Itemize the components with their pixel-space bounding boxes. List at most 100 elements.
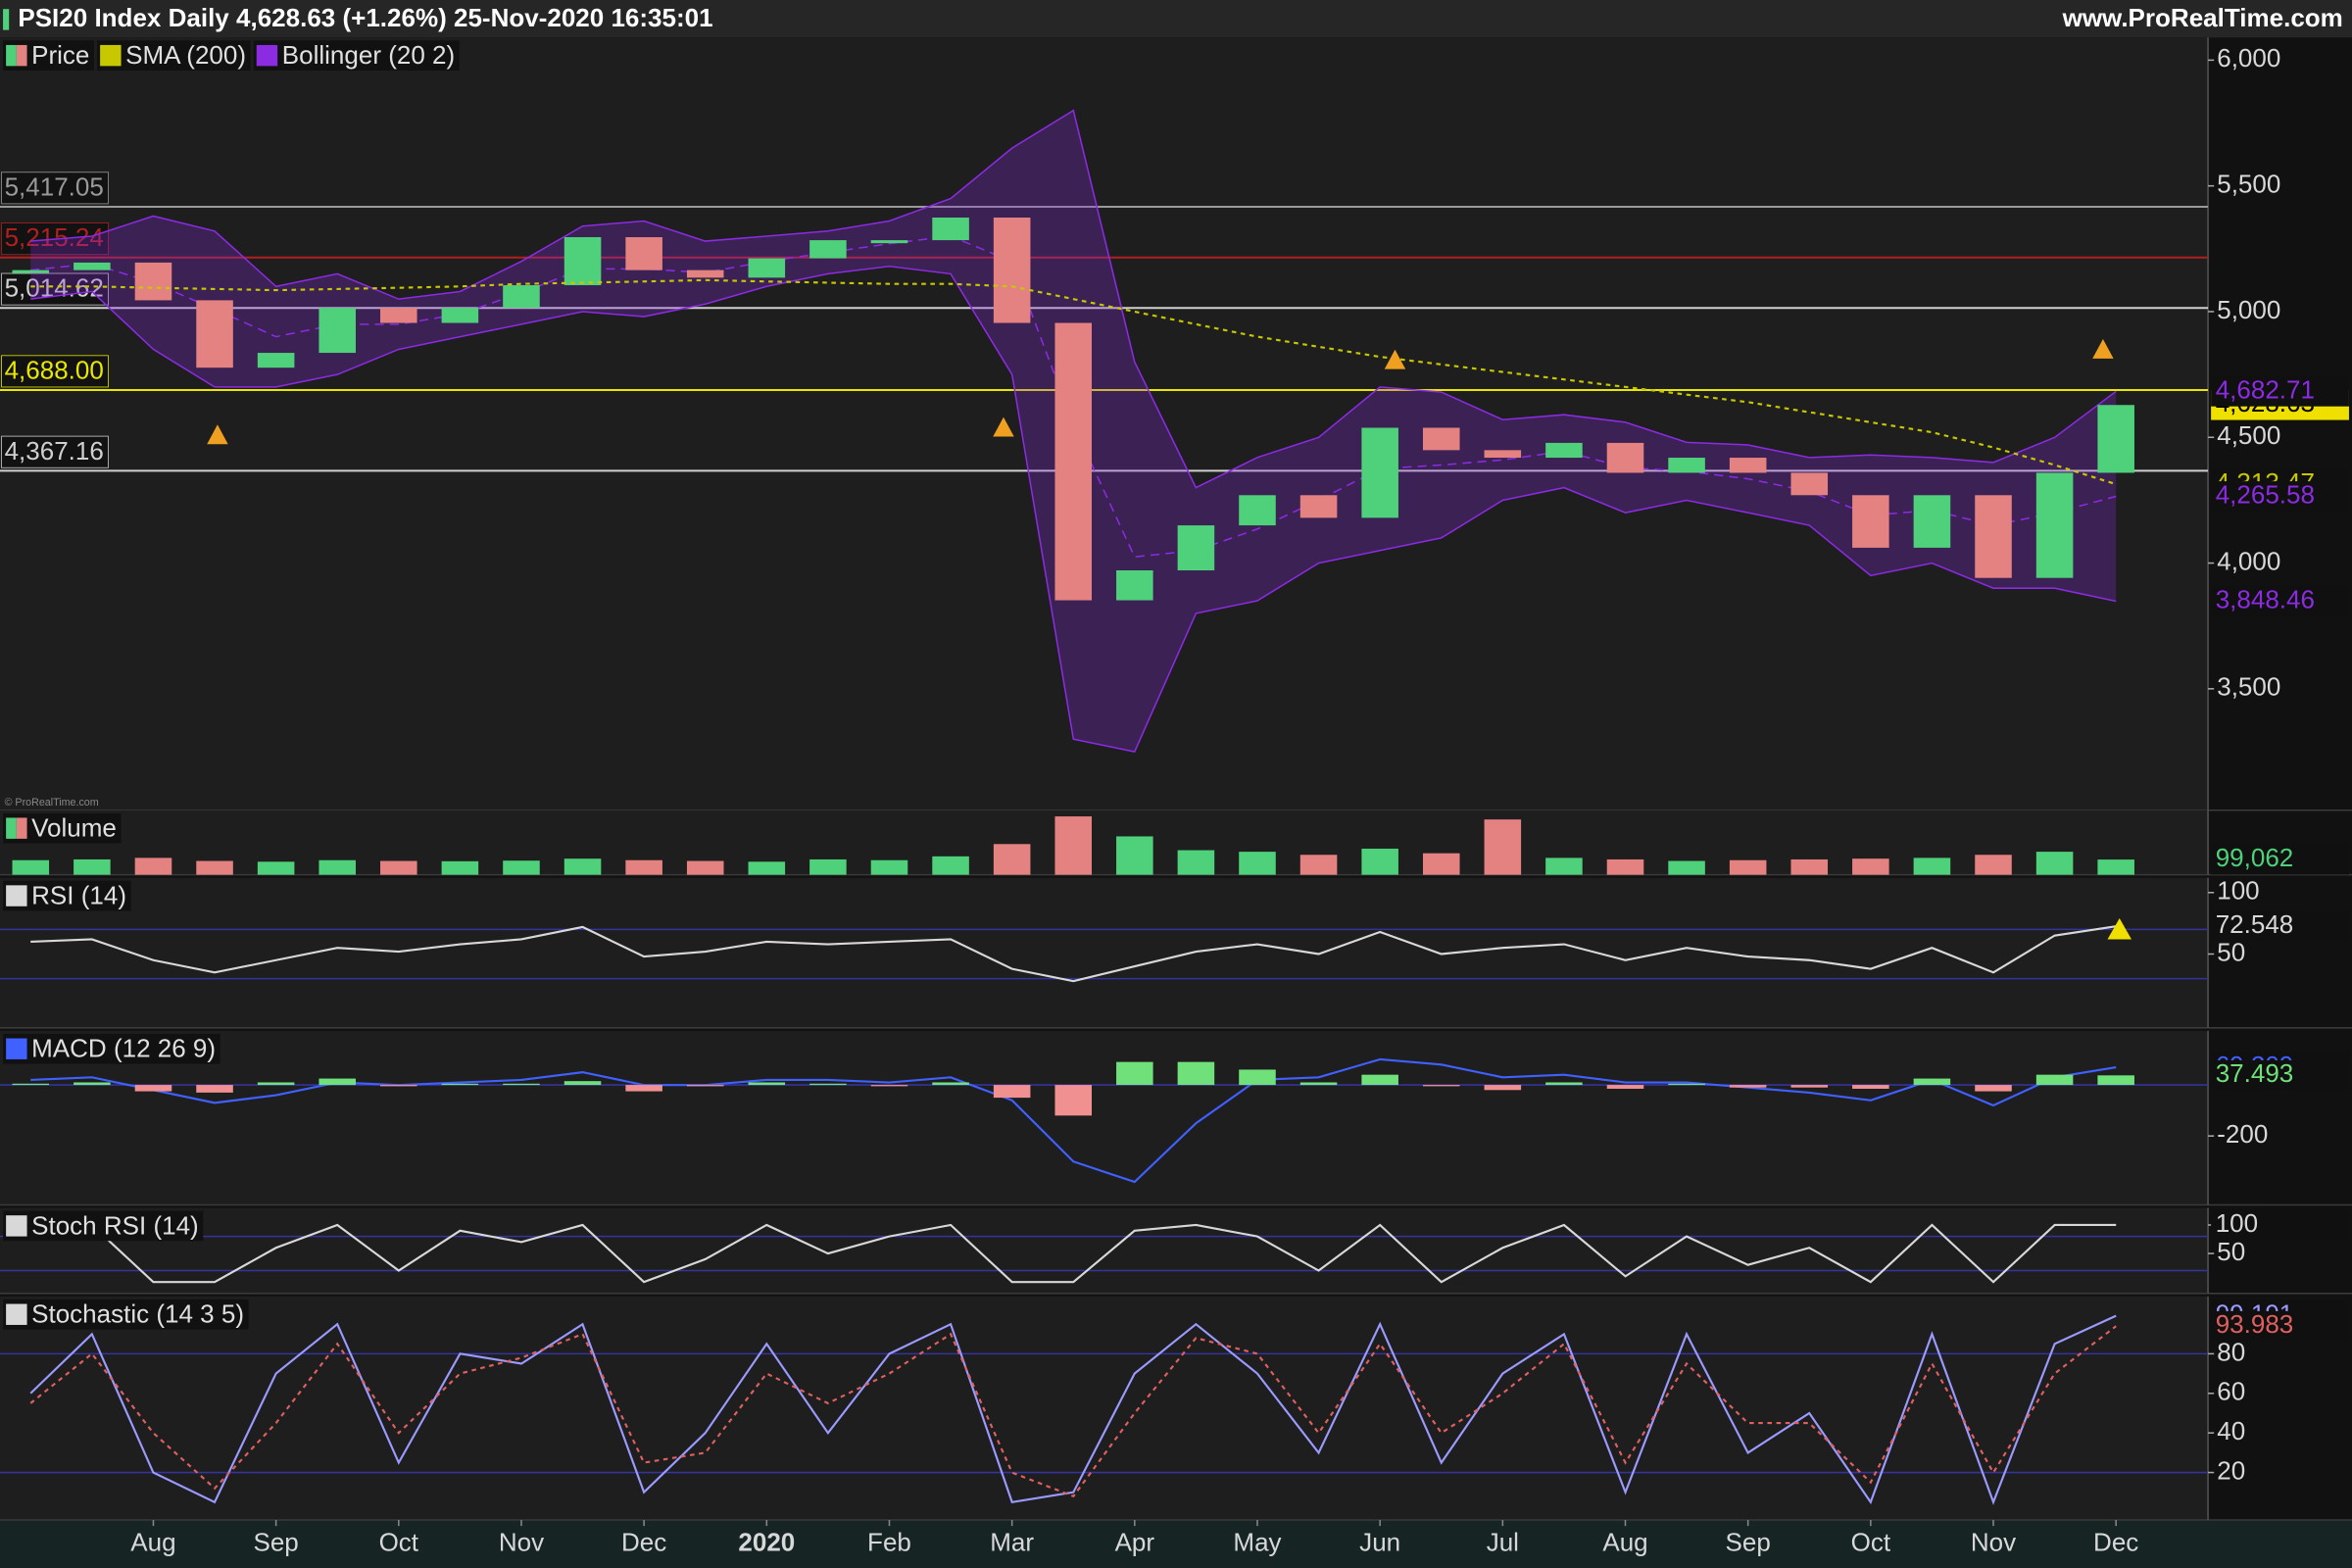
legend-swatch [6,44,17,67]
bar [870,1085,908,1087]
value-label: 100 [2216,1208,2258,1238]
level-label-bg [1,172,109,205]
bar [748,861,786,875]
level-label-bg [1,272,109,306]
bar [1054,816,1093,875]
candle [441,308,479,323]
candle [257,353,295,368]
bar [1239,852,1276,875]
y-tick-label: 4,500 [2217,420,2280,450]
x-tick-label: Aug [130,1527,175,1556]
candle [1729,458,1767,473]
x-tick-label: Oct [1851,1527,1891,1556]
value-label: 72.548 [2216,909,2294,939]
legend-swatch [16,44,27,67]
legend-swatch [16,817,27,839]
value-label-bg [2211,910,2349,942]
candle [1790,472,1829,496]
value-label: 4,682.71 [2216,374,2315,404]
bar [1668,860,1705,875]
level-label-bg [1,435,109,468]
candle [625,237,662,270]
legend-swatch [6,817,17,839]
bar [1422,1085,1460,1087]
y-tick-label: -200 [2217,1119,2268,1149]
legend-swatch [6,1303,27,1325]
legend-label: Stochastic (14 3 5) [31,1299,244,1329]
bar [564,1081,602,1086]
y-tick-label: 100 [2217,876,2259,906]
bar [257,1082,295,1086]
candle [503,285,540,309]
legend-bg [3,1298,249,1330]
bar [1545,858,1583,875]
bar [1729,859,1767,875]
bollinger-upper [30,109,2117,489]
x-tick-label: 2020 [738,1527,795,1556]
legend-label: SMA (200) [125,40,246,70]
pane-background [0,877,2209,1028]
bar [1116,836,1153,875]
bar [74,1082,111,1086]
y-tick-label: 60 [2217,1377,2245,1406]
x-tick-label: May [1233,1527,1281,1556]
bar [2035,852,2074,875]
bar [257,861,295,875]
bar [993,844,1031,875]
alert-icon [993,416,1014,437]
level-label: 5,417.05 [5,172,104,201]
y-tick-label: 40 [2217,1416,2245,1446]
chart-title: PSI20 Index Daily 4,628.63 (+1.26%) 25-N… [18,3,712,32]
level-label: 5,014.62 [5,273,104,303]
legend-bg [253,40,460,71]
x-tick-label: Dec [2093,1527,2138,1556]
candle [1361,427,1398,518]
legend-label: RSI (14) [31,880,126,909]
candle [870,240,908,244]
candle [1913,495,1951,548]
source: www.ProRealTime.com [2062,3,2343,32]
candle [1668,458,1705,473]
value-label: 93.983 [2216,1309,2294,1339]
candle [196,300,233,368]
bar [1177,1061,1215,1086]
bar [1668,1083,1705,1086]
y-tick-label: 20 [2217,1455,2245,1485]
bar [748,1082,786,1086]
bar [1975,855,2012,875]
candle [748,258,786,278]
candle [809,240,847,259]
candle [564,237,602,286]
bar [380,1085,417,1087]
alert-icon [2107,918,2132,940]
candle [1975,495,2012,578]
y-tick-label: 4,000 [2217,546,2280,575]
candle [2097,405,2134,473]
bar [1790,1085,1829,1088]
value-label: 4,265.58 [2216,479,2315,509]
legend-swatch [6,885,27,906]
bar [1116,1061,1153,1086]
candle [1299,495,1338,518]
bar [686,860,724,875]
x-tick-label: Apr [1115,1527,1155,1556]
y-tick-label: 5,500 [2217,170,2280,199]
bar [625,859,662,875]
x-tick-label: Jul [1487,1527,1519,1556]
bar [380,860,417,875]
candle [134,262,172,301]
bar [2035,1074,2074,1086]
bar [441,860,479,875]
bar [134,858,172,875]
value-label-bg [2211,1209,2349,1241]
bar [12,859,50,875]
pane-background [0,1296,2209,1521]
x-tick-label: Dec [621,1527,666,1556]
bar [134,1085,172,1092]
x-tick-label: Oct [379,1527,419,1556]
x-tick-label: Jun [1359,1527,1400,1556]
candle [1177,525,1215,571]
panes: 5,417.05 5,215.24 5,014.62 4,688.00 4,367.16… [0,37,2352,1556]
bar [318,859,356,875]
